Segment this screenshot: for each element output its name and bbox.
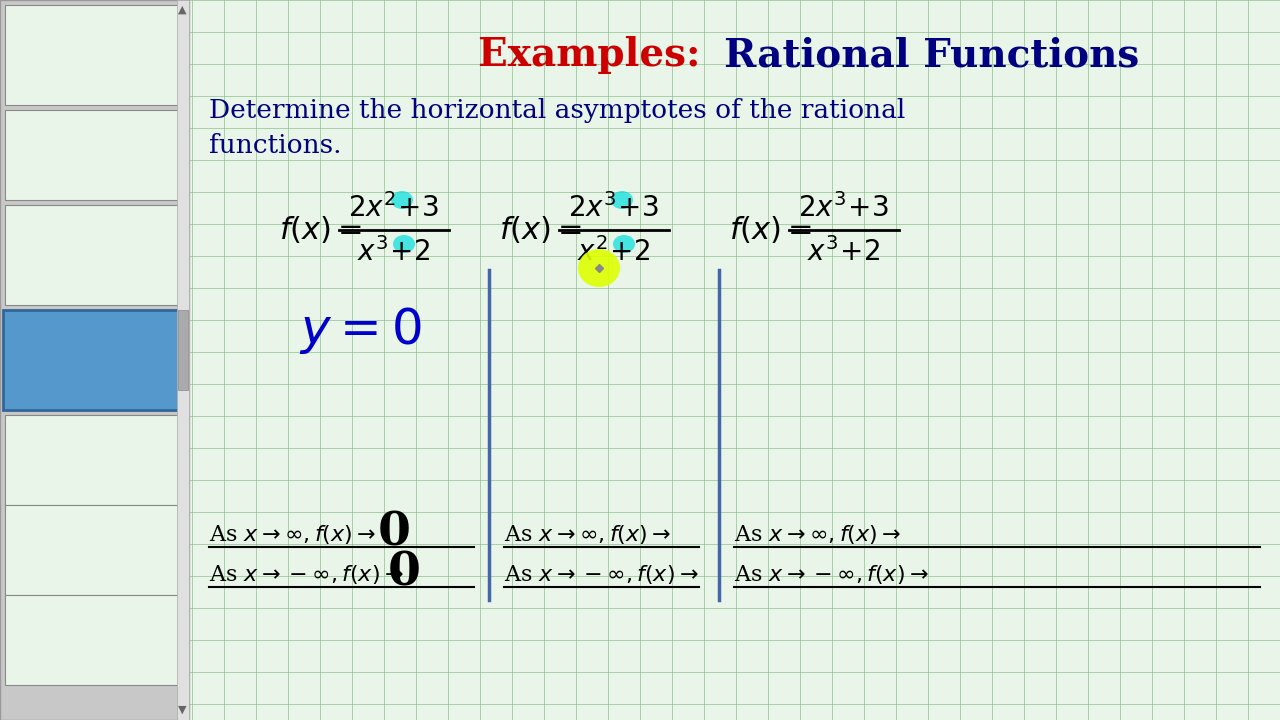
Ellipse shape xyxy=(613,235,635,253)
Text: 0: 0 xyxy=(378,510,411,556)
Text: $2x^3\!+\!3$: $2x^3\!+\!3$ xyxy=(799,193,890,223)
Text: $2x^2\!+\!3$: $2x^2\!+\!3$ xyxy=(348,193,439,223)
Bar xyxy=(5,595,179,685)
Text: ▲: ▲ xyxy=(178,5,187,15)
Text: functions.: functions. xyxy=(209,132,342,158)
Text: Rational Functions: Rational Functions xyxy=(724,36,1139,74)
Ellipse shape xyxy=(393,235,415,253)
Text: $x^3\!+\!2$: $x^3\!+\!2$ xyxy=(357,237,431,267)
Ellipse shape xyxy=(611,191,634,209)
Bar xyxy=(5,505,179,595)
Bar xyxy=(5,205,179,305)
Text: As $x \to \infty, f(x) \to$: As $x \to \infty, f(x) \to$ xyxy=(733,523,901,546)
Bar xyxy=(5,415,179,505)
Ellipse shape xyxy=(579,249,620,287)
Text: $x^2\!+\!2$: $x^2\!+\!2$ xyxy=(577,237,650,267)
Bar xyxy=(3,310,182,410)
Bar xyxy=(178,310,188,390)
Text: As $x \to -\infty, f(x) \to$: As $x \to -\infty, f(x) \to$ xyxy=(733,564,929,587)
Bar xyxy=(177,0,189,720)
Text: $2x^3\!+\!3$: $2x^3\!+\!3$ xyxy=(568,193,659,223)
Text: Determine the horizontal asymptotes of the rational: Determine the horizontal asymptotes of t… xyxy=(209,97,905,122)
Text: As $x \to \infty, f(x) \to$: As $x \to \infty, f(x) \to$ xyxy=(504,523,671,546)
Text: $f(x) = $: $f(x) = $ xyxy=(279,215,362,246)
Text: As $x \to \infty, f(x) \to$: As $x \to \infty, f(x) \to$ xyxy=(209,523,376,546)
Text: Examples:: Examples: xyxy=(479,36,714,74)
Bar xyxy=(5,5,179,105)
Text: $x^3\!+\!2$: $x^3\!+\!2$ xyxy=(808,237,881,267)
Text: As $x \to -\infty, f(x) \to$: As $x \to -\infty, f(x) \to$ xyxy=(209,564,403,587)
Text: 0: 0 xyxy=(388,550,421,596)
Text: ▼: ▼ xyxy=(178,705,187,715)
Text: $f(x) = $: $f(x) = $ xyxy=(499,215,582,246)
Bar xyxy=(5,110,179,200)
Bar xyxy=(0,0,189,720)
Text: $y = 0$: $y = 0$ xyxy=(300,305,421,356)
Bar xyxy=(5,310,179,410)
Ellipse shape xyxy=(390,191,413,209)
Text: $f(x) = $: $f(x) = $ xyxy=(730,215,812,246)
Text: As $x \to -\infty, f(x) \to$: As $x \to -\infty, f(x) \to$ xyxy=(504,564,699,587)
